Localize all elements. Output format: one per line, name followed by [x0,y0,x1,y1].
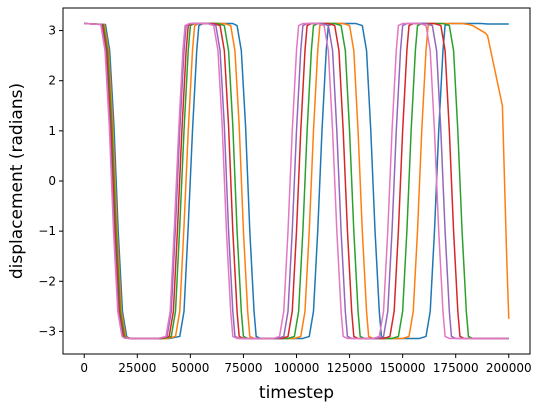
y-tick-label: −1 [38,224,56,238]
y-tick-label: 0 [48,174,56,188]
x-tick-label: 50000 [171,361,209,375]
x-tick-label: 25000 [118,361,156,375]
tick-layer: 0 25000 50000 75000 100000 125000 150000 175000… [38,24,531,375]
series-line-3 [84,22,509,340]
x-tick-label: 175000 [433,361,479,375]
x-tick-label: 75000 [224,361,262,375]
y-tick-label: 1 [48,124,56,138]
series-layer [84,22,510,340]
x-tick-label: 100000 [274,361,320,375]
y-tick-label: 3 [48,24,56,38]
y-tick-label: 2 [48,74,56,88]
y-axis-title: displacement (radians) [7,83,27,279]
x-tick-label: 125000 [327,361,373,375]
x-tick-label: 200000 [486,361,532,375]
x-tick-label: 150000 [380,361,426,375]
y-tick-label: −2 [38,274,56,288]
series-line-6 [84,22,509,340]
x-axis-title: timestep [259,383,334,403]
x-tick-label: 0 [80,361,88,375]
series-line-2 [84,22,510,340]
plot-frame [62,7,531,355]
y-tick-label: −3 [38,324,56,338]
